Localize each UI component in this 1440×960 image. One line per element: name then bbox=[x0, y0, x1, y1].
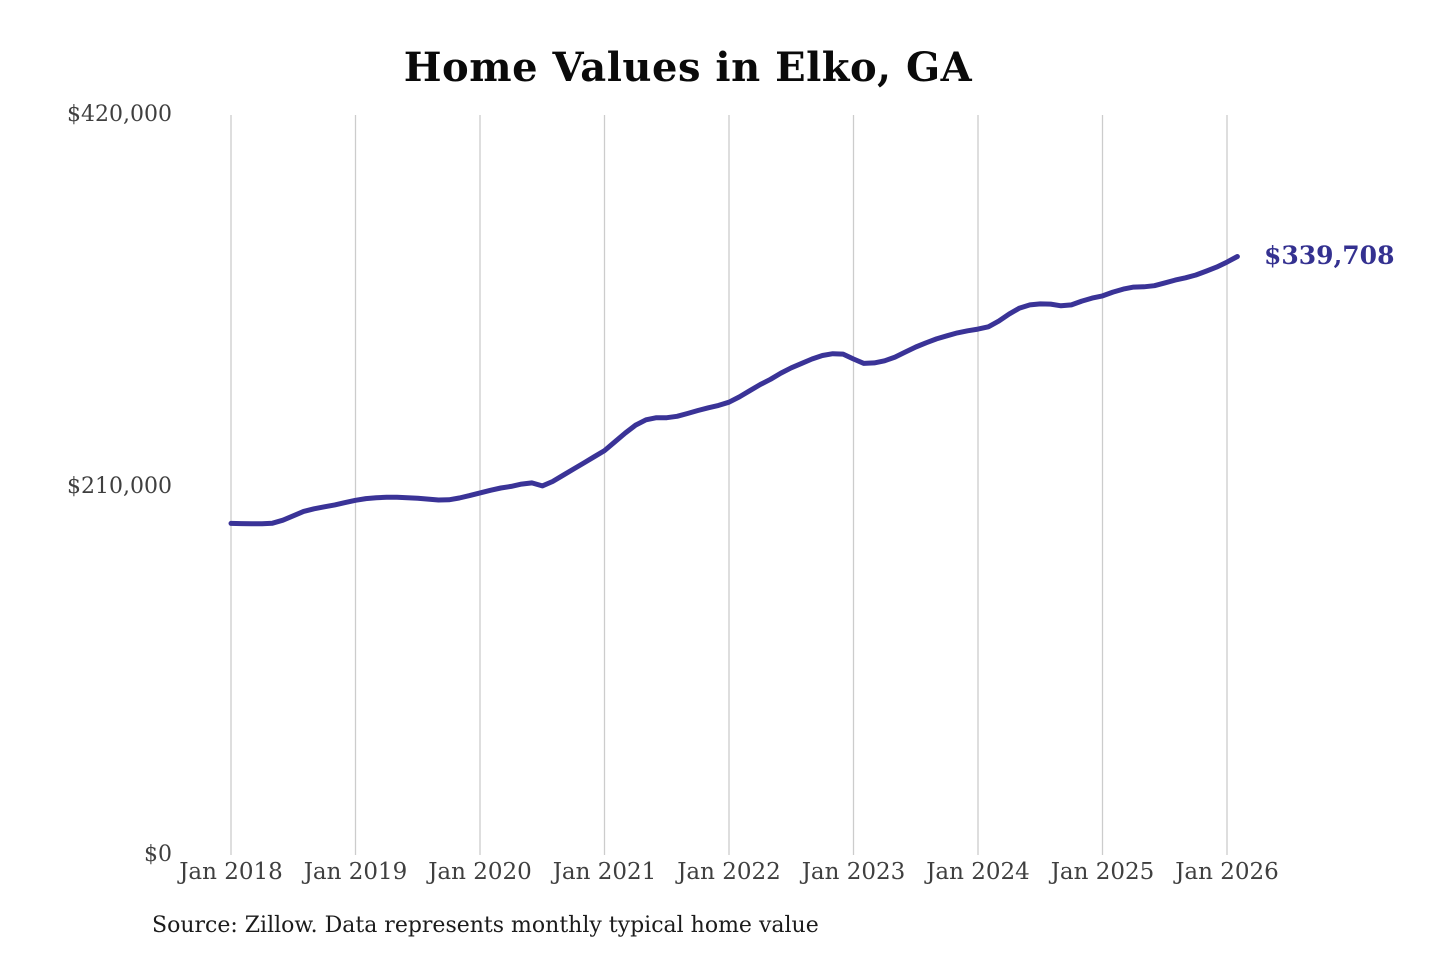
x-axis-tick-label: Jan 2020 bbox=[428, 859, 532, 885]
y-axis-tick-label: $420,000 bbox=[67, 102, 172, 127]
x-axis-tick-label: Jan 2024 bbox=[926, 859, 1030, 885]
x-axis-tick-label: Jan 2022 bbox=[677, 859, 781, 885]
x-axis-tick-label: Jan 2018 bbox=[179, 859, 283, 885]
source-note: Source: Zillow. Data represents monthly … bbox=[152, 913, 819, 938]
x-axis-tick-label: Jan 2021 bbox=[552, 859, 657, 885]
x-axis-tick-label: Jan 2025 bbox=[1050, 859, 1155, 885]
chart-title: Home Values in Elko, GA bbox=[403, 44, 973, 91]
home-value-line-series bbox=[228, 254, 1240, 527]
latest-value-label: $339,708 bbox=[1264, 241, 1395, 270]
y-axis-tick-label: $210,000 bbox=[67, 474, 172, 499]
y-axis-tick-label: $0 bbox=[144, 842, 172, 867]
x-axis-tick-label: Jan 2026 bbox=[1175, 859, 1279, 885]
x-axis-tick-label: Jan 2023 bbox=[801, 859, 906, 885]
x-axis-tick-label: Jan 2019 bbox=[303, 859, 408, 885]
